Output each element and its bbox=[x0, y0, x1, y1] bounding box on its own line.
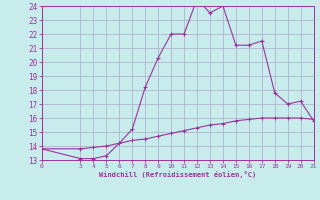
X-axis label: Windchill (Refroidissement éolien,°C): Windchill (Refroidissement éolien,°C) bbox=[99, 171, 256, 178]
